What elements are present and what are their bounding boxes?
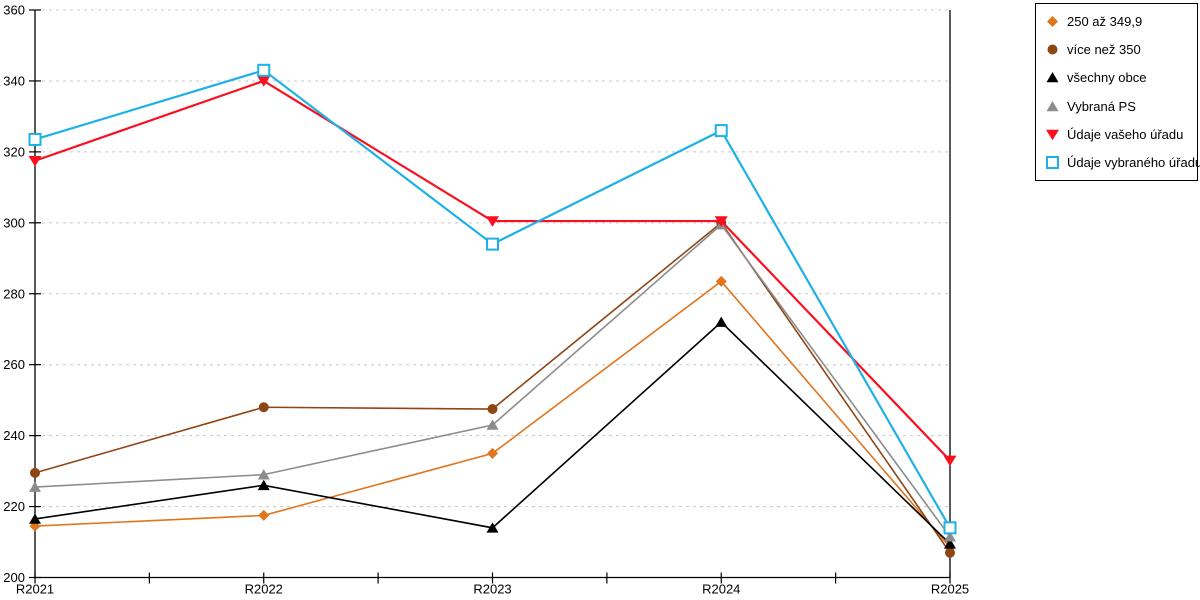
y-tick-label: 340 <box>3 73 25 88</box>
y-tick-label: 240 <box>3 428 25 443</box>
legend-label: Údaje vašeho úřadu <box>1067 126 1184 142</box>
series-line-0 <box>34 280 951 548</box>
square-open-icon <box>1046 155 1059 169</box>
x-tick-label: R2021 <box>16 582 54 597</box>
square-open-icon <box>28 132 42 146</box>
y-tick-label: 360 <box>3 3 25 18</box>
square-open-icon <box>943 521 957 535</box>
circle-icon <box>258 402 269 413</box>
x-tick-label: R2023 <box>473 582 511 597</box>
legend-label: Vybraná PS <box>1067 98 1136 114</box>
legend-marker <box>1046 72 1059 83</box>
legend: 250 až 349,9 více než 350 všechny obce Vybr… <box>1035 3 1200 181</box>
legend-marker <box>1047 16 1058 27</box>
triangle-up-icon <box>944 538 956 549</box>
square-open-icon <box>486 237 499 251</box>
triangle-up-icon <box>257 479 270 491</box>
diamond-icon <box>487 447 498 459</box>
series-line-5 <box>34 69 951 529</box>
diamond-icon <box>1047 16 1058 27</box>
y-tick-label: 260 <box>3 357 25 372</box>
y-tick-label: 300 <box>3 215 25 230</box>
circle-icon <box>30 467 40 478</box>
legend-marker <box>1046 155 1059 169</box>
legend-label: 250 až 349,9 <box>1067 14 1143 29</box>
triangle-down-icon <box>257 76 271 87</box>
diamond-icon <box>258 509 270 521</box>
legend-item: Údaje vašeho úřadu <box>1045 127 1193 142</box>
legend-item: Údaje vybraného úřadu <box>1045 155 1200 170</box>
y-tick-label: 200 <box>3 570 25 585</box>
x-tick-label: R2024 <box>702 582 740 597</box>
circle-icon <box>945 547 955 558</box>
y-tick-label: 320 <box>3 144 25 159</box>
legend-marker <box>1046 100 1059 111</box>
triangle-up-icon <box>29 481 41 492</box>
legend-label: více než 350 <box>1067 42 1141 58</box>
legend-item: Vybraná PS <box>1045 99 1193 114</box>
circle-icon <box>1047 44 1058 55</box>
triangle-down-icon <box>486 216 499 227</box>
legend-label: všechny obce <box>1067 70 1147 86</box>
square-open-icon <box>257 63 271 77</box>
triangle-down-icon <box>1046 129 1059 141</box>
circle-icon <box>487 404 498 415</box>
triangle-up-icon <box>486 419 499 430</box>
triangle-up-icon <box>257 469 270 480</box>
legend-marker <box>1047 44 1058 55</box>
x-tick-label: R2022 <box>245 582 283 597</box>
legend-item: všechny obce <box>1045 70 1193 85</box>
triangle-down-icon <box>714 216 728 227</box>
triangle-up-icon <box>1046 72 1059 83</box>
legend-item: 250 až 349,9 <box>1045 14 1193 29</box>
triangle-down-icon <box>28 155 42 167</box>
square-open-icon <box>714 124 728 138</box>
triangle-up-icon <box>29 513 41 524</box>
y-tick-label: 280 <box>3 286 25 301</box>
triangle-up-icon <box>486 522 499 533</box>
series-line-3 <box>34 223 951 538</box>
legend-item: více než 350 <box>1045 42 1193 57</box>
x-tick-label: R2025 <box>931 582 969 597</box>
y-tick-label: 220 <box>3 499 25 514</box>
triangle-down-icon <box>943 455 957 467</box>
triangle-up-icon <box>715 316 728 327</box>
legend-label: Údaje vybraného úřadu <box>1067 154 1200 170</box>
diamond-icon <box>715 275 727 287</box>
legend-marker <box>1046 129 1059 141</box>
triangle-up-icon <box>1046 100 1059 111</box>
series-line-4 <box>34 79 951 462</box>
triangle-up-icon <box>944 531 956 542</box>
